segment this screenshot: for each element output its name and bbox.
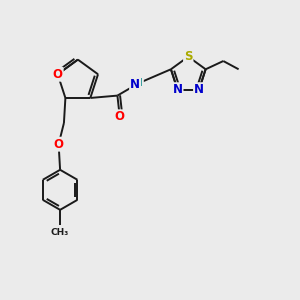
Text: O: O [53, 68, 63, 81]
Text: N: N [172, 83, 182, 96]
Text: H: H [134, 78, 143, 88]
Text: CH₃: CH₃ [51, 228, 69, 237]
Text: N: N [194, 83, 204, 96]
Text: O: O [115, 110, 125, 123]
Text: N: N [130, 78, 140, 91]
Text: S: S [184, 50, 193, 63]
Text: O: O [54, 138, 64, 151]
